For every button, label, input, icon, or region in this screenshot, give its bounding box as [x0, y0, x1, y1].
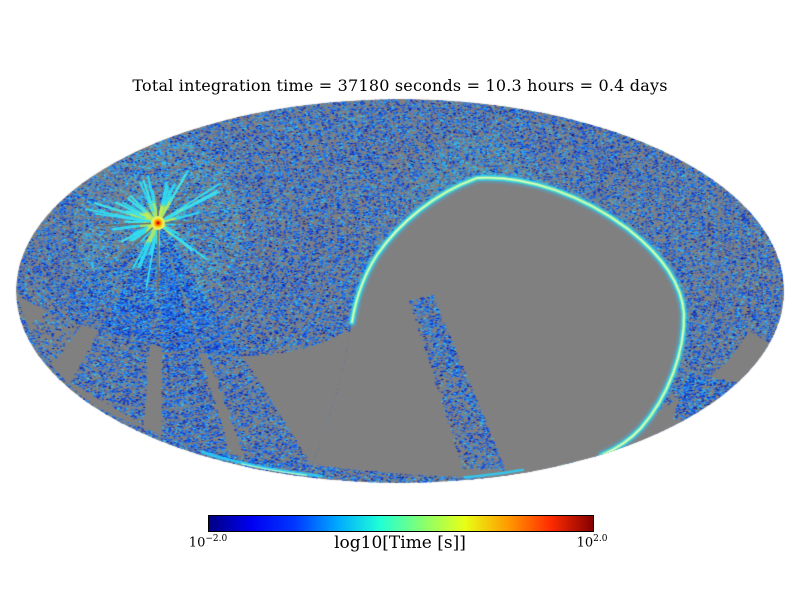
colorbar-gradient — [208, 515, 594, 532]
colorbar-min-tick: 10−2.0 — [189, 534, 227, 550]
colorbar-max-tick: 102.0 — [577, 534, 608, 550]
colorbar-min-base: 10 — [188, 535, 206, 551]
colorbar-max-base: 10 — [576, 535, 594, 551]
colorbar-label: log10[Time [s]] — [334, 533, 466, 553]
plot-title: Total integration time = 37180 seconds =… — [132, 76, 668, 95]
colorbar-max-exp: 2.0 — [593, 534, 608, 544]
colorbar-min-exp: −2.0 — [205, 534, 228, 544]
